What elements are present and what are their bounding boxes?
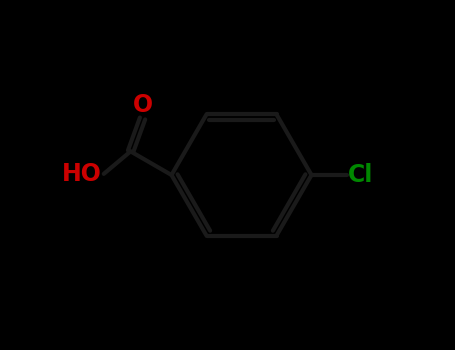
Text: HO: HO — [62, 162, 102, 186]
Text: Cl: Cl — [348, 163, 374, 187]
Text: O: O — [132, 93, 152, 117]
